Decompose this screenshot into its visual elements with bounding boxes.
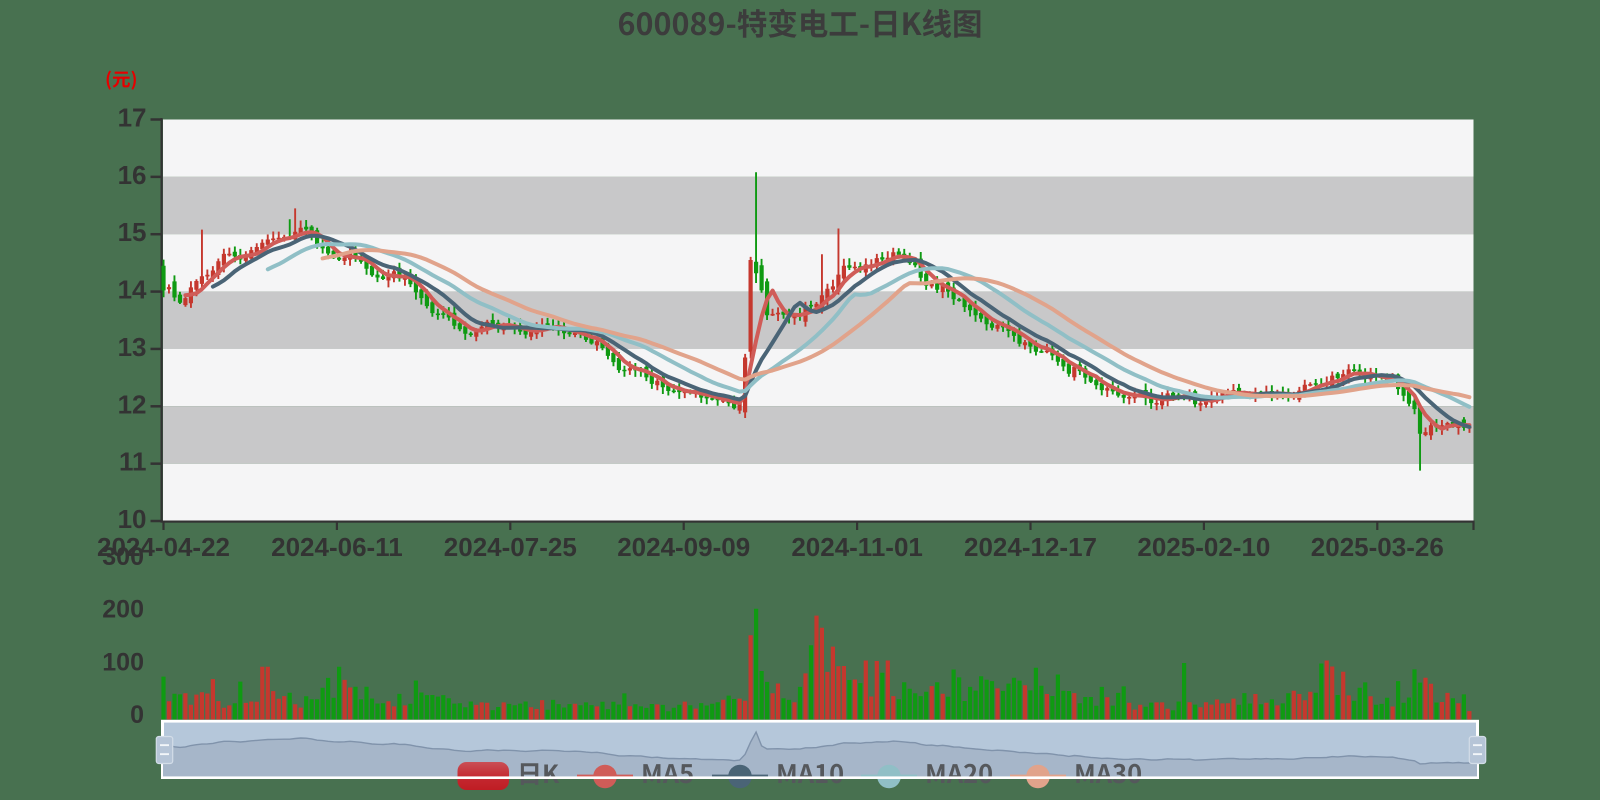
svg-text:0: 0	[130, 701, 144, 729]
svg-text:2024-12-17: 2024-12-17	[964, 532, 1097, 562]
svg-text:15: 15	[118, 217, 147, 247]
svg-text:2024-04-22: 2024-04-22	[97, 532, 230, 562]
svg-text:200: 200	[102, 596, 144, 624]
svg-text:2024-07-25: 2024-07-25	[444, 532, 577, 562]
svg-text:13: 13	[118, 332, 147, 362]
svg-text:2025-02-10: 2025-02-10	[1137, 532, 1270, 562]
svg-text:2024-06-11: 2024-06-11	[271, 532, 403, 562]
svg-text:2024-09-09: 2024-09-09	[617, 532, 750, 562]
svg-text:17: 17	[118, 103, 147, 133]
svg-text:10: 10	[118, 504, 147, 534]
svg-text:16: 16	[118, 160, 147, 190]
svg-text:100: 100	[102, 648, 144, 676]
svg-text:2025-03-26: 2025-03-26	[1311, 532, 1444, 562]
svg-text:14: 14	[118, 275, 147, 305]
svg-text:300: 300	[102, 543, 144, 571]
svg-text:12: 12	[118, 389, 147, 419]
svg-text:2024-11-01: 2024-11-01	[791, 532, 923, 562]
svg-text:11: 11	[119, 447, 147, 477]
